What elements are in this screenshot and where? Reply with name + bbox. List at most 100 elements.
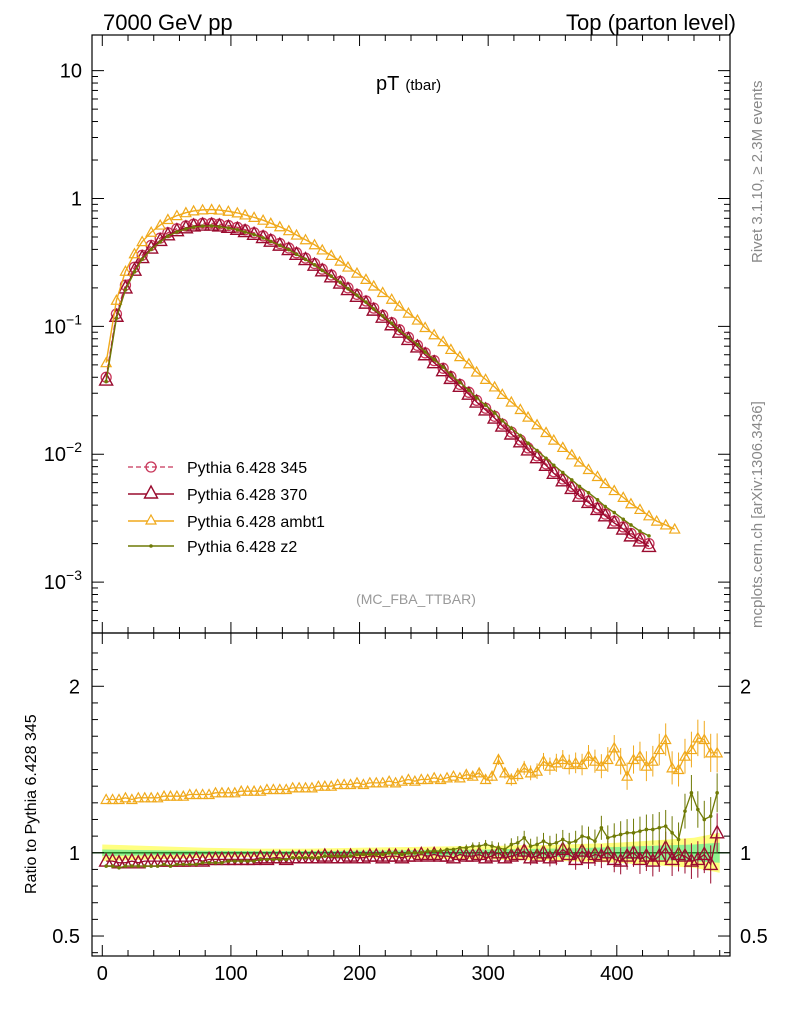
ratio-point-z2 [606, 835, 610, 840]
y-tick-label: 10−3 [44, 567, 82, 594]
data-point-p370 [546, 464, 562, 479]
ratio-point-ambt1 [215, 786, 228, 798]
data-point-ambt1 [659, 518, 672, 530]
x-tick-label: 100 [214, 963, 247, 985]
data-point-z2 [483, 403, 488, 407]
y-tick-label-base: 10 [44, 316, 66, 338]
data-point-z2 [140, 257, 144, 262]
ratio-point-z2 [387, 850, 391, 855]
data-point-z2 [166, 234, 170, 238]
data-point-z2 [294, 252, 299, 257]
ratio-point-ambt1 [286, 781, 299, 793]
ratio-point-z2 [528, 844, 533, 848]
data-point-z2 [114, 316, 119, 320]
ratio-point-p370 [497, 849, 513, 864]
ratio-point-z2 [162, 862, 166, 867]
data-point-ambt1 [496, 388, 509, 399]
data-point-p370 [538, 456, 554, 471]
ratio-point-p370 [490, 844, 507, 859]
data-point-z2 [261, 236, 265, 240]
ratio-point-p370 [477, 849, 494, 864]
data-point-z2 [526, 441, 530, 446]
ratio-point-z2 [612, 834, 617, 838]
ratio-point-z2 [638, 829, 642, 833]
ratio-point-p370 [587, 845, 603, 861]
ratio-point-p370 [484, 847, 500, 862]
ratio-point-ambt1 [196, 788, 209, 800]
ratio-point-z2 [445, 847, 449, 852]
ratio-point-p370 [510, 845, 526, 861]
ratio-point-z2 [380, 852, 385, 857]
ratio-point-z2 [496, 845, 501, 850]
ratio-ylabel: Ratio to Pythia 6.428 345 [23, 714, 40, 894]
ratio-point-ambt1 [260, 783, 273, 795]
ratio-point-z2 [168, 864, 173, 868]
ratio-point-z2 [123, 864, 128, 868]
data-point-ambt1 [257, 213, 270, 225]
y-tick-label: 10−1 [44, 311, 82, 338]
data-point-ambt1 [522, 410, 535, 422]
ratio-point-p370 [683, 852, 700, 867]
data-point-ambt1 [488, 380, 501, 392]
data-point-p370 [409, 338, 426, 353]
data-point-p370 [332, 274, 348, 289]
ratio-line-ambt1 [106, 737, 718, 801]
ratio-point-z2 [696, 807, 700, 812]
ratio-point-ambt1 [158, 789, 171, 801]
ratio-y-tick-label: 1 [69, 843, 80, 865]
ratio-point-z2 [207, 860, 211, 865]
ratio-point-ambt1 [711, 746, 724, 758]
legend-label-345: Pythia 6.428 345 [187, 460, 307, 477]
y-tick-label-base: 10 [44, 444, 66, 466]
analysis-label: (MC_FBA_TTBAR) [356, 591, 476, 607]
data-point-z2 [158, 240, 162, 244]
data-point-ambt1 [428, 328, 441, 340]
ratio-point-z2 [323, 854, 327, 858]
ratio-y-tick-label: 0.5 [52, 926, 80, 948]
ratio-point-z2 [310, 855, 314, 860]
data-point-ambt1 [222, 205, 235, 216]
data-point-z2 [621, 517, 626, 522]
ratio-point-ambt1 [473, 766, 486, 778]
series-line-z2 [105, 225, 650, 537]
ratio-point-p370 [471, 845, 487, 861]
ratio-point-z2 [580, 834, 584, 838]
ratio-point-ambt1 [383, 774, 396, 786]
data-point-z2 [355, 293, 359, 298]
ratio-point-ambt1 [678, 749, 691, 761]
ratio-point-ambt1 [582, 749, 595, 761]
data-point-ambt1 [290, 228, 303, 240]
ratio-point-z2 [213, 860, 218, 865]
data-point-z2 [320, 268, 325, 273]
data-point-z2 [312, 263, 317, 267]
ratio-point-z2 [303, 855, 308, 860]
ratio-point-z2 [515, 840, 520, 845]
data-point-p370 [400, 331, 417, 346]
ratio-point-z2 [541, 839, 546, 843]
y-tick-label: 10−2 [44, 439, 82, 466]
legend-entry-z2: Pythia 6.428 z2 [128, 539, 297, 556]
data-point-ambt1 [299, 233, 312, 245]
data-point-z2 [474, 396, 479, 400]
ratio-point-z2 [239, 859, 244, 863]
ratio-point-z2 [187, 862, 192, 867]
data-point-z2 [406, 335, 411, 340]
data-point-ambt1 [196, 203, 209, 215]
data-point-z2 [595, 498, 600, 502]
ratio-point-z2 [104, 864, 108, 868]
data-point-z2 [647, 534, 651, 538]
ratio-point-z2 [194, 862, 198, 867]
data-point-z2 [235, 228, 240, 232]
ratio-point-z2 [631, 830, 636, 835]
ratio-point-ambt1 [100, 793, 113, 805]
ratio-point-z2 [593, 839, 597, 843]
data-point-ambt1 [393, 299, 406, 311]
ratio-point-p370 [703, 855, 719, 871]
ratio-point-z2 [560, 837, 565, 842]
data-point-z2 [338, 280, 343, 285]
ratio-point-p370 [317, 847, 333, 862]
data-point-ambt1 [582, 463, 595, 475]
data-point-z2 [449, 373, 453, 377]
data-point-ambt1 [145, 225, 158, 237]
series-p345 [100, 217, 655, 550]
